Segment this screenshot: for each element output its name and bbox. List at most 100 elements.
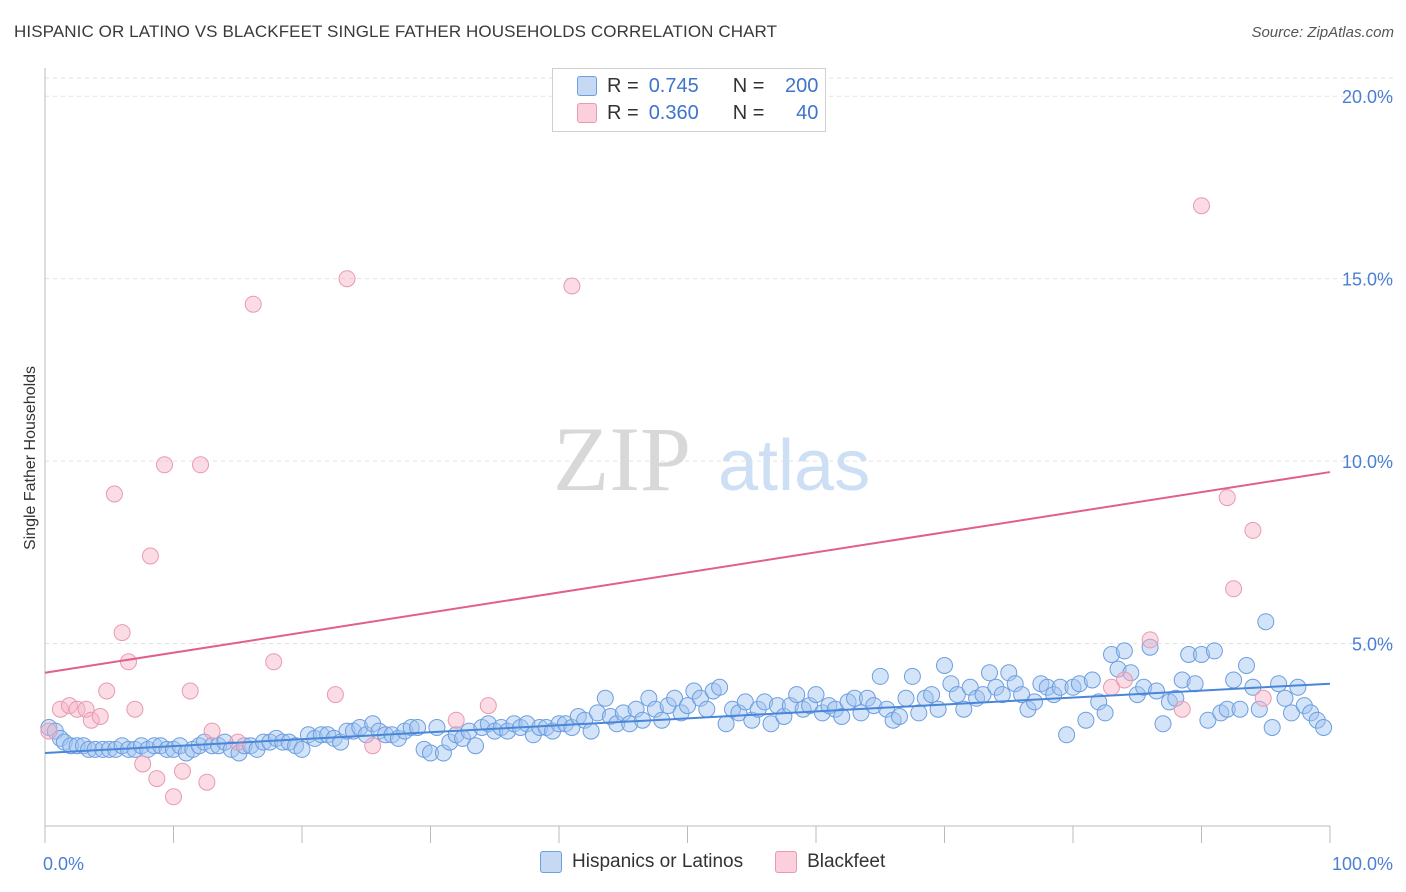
point-hispanic	[801, 697, 819, 715]
point-blackfeet	[479, 697, 497, 715]
point-hispanic	[203, 737, 221, 755]
point-hispanic	[672, 704, 690, 722]
point-hispanic	[582, 722, 600, 740]
point-hispanic	[544, 722, 562, 740]
point-hispanic	[762, 715, 780, 733]
point-hispanic	[685, 682, 703, 700]
point-hispanic	[601, 708, 619, 725]
point-hispanic	[1051, 678, 1069, 696]
point-hispanic	[1115, 642, 1133, 660]
point-blackfeet	[1218, 489, 1236, 507]
point-hispanic	[1257, 613, 1275, 631]
trend-lines	[44, 471, 1331, 755]
point-hispanic	[910, 704, 928, 722]
y-axis-title: Single Father Households	[22, 366, 39, 550]
point-hispanic	[479, 715, 497, 733]
point-hispanic	[62, 737, 80, 755]
point-blackfeet	[198, 773, 216, 791]
point-hispanic	[434, 744, 452, 762]
point-blackfeet	[165, 788, 182, 806]
watermark: ZIP atlas	[553, 408, 870, 510]
series-legend-hispanic: Hispanics or Latinos	[540, 851, 743, 873]
point-hispanic	[1006, 675, 1024, 693]
point-hispanic	[1019, 700, 1037, 718]
legend-r-label: R =	[607, 101, 639, 124]
point-blackfeet	[105, 485, 123, 503]
point-hispanic	[1238, 657, 1255, 674]
point-blackfeet	[447, 711, 465, 729]
point-hispanic	[1205, 642, 1223, 660]
point-hispanic	[1096, 704, 1114, 722]
y-tick-label: 15.0%	[1342, 270, 1393, 290]
point-hispanic	[646, 700, 664, 718]
point-hispanic	[1109, 660, 1127, 678]
point-hispanic	[1013, 686, 1031, 704]
point-hispanic	[993, 686, 1011, 704]
point-hispanic	[846, 689, 863, 707]
x-tick-label-min: 0.0%	[43, 854, 84, 874]
point-hispanic	[1270, 675, 1288, 693]
legend-row-blackfeet: R = 0.360 N = 40	[577, 100, 818, 126]
legend-n-label: N =	[732, 101, 765, 124]
legend-n-value-hispanic: 200	[785, 74, 819, 97]
trend-line-blackfeet	[44, 471, 1331, 674]
point-hispanic	[1141, 638, 1159, 656]
point-hispanic	[878, 700, 896, 718]
point-hispanic	[1186, 675, 1204, 693]
point-hispanic	[1180, 646, 1198, 663]
point-hispanic	[981, 664, 998, 682]
data-points	[40, 197, 1333, 806]
correlation-legend: R = 0.745 N = 200 R = 0.360 N = 40	[552, 68, 826, 132]
point-hispanic	[1122, 664, 1140, 682]
point-blackfeet	[77, 700, 95, 718]
point-hispanic	[1283, 704, 1300, 722]
point-hispanic	[1231, 700, 1249, 718]
point-hispanic	[736, 693, 754, 711]
point-hispanic	[1308, 711, 1326, 729]
point-hispanic	[666, 689, 684, 707]
legend-r-value-blackfeet: 0.360	[648, 101, 699, 124]
series-label-hispanic: Hispanics or Latinos	[572, 851, 744, 872]
point-hispanic	[1225, 671, 1243, 689]
point-hispanic	[833, 708, 851, 725]
legend-swatch-hispanic	[577, 76, 597, 96]
point-blackfeet	[265, 653, 283, 671]
point-blackfeet	[192, 456, 209, 474]
axes	[44, 68, 1331, 843]
point-hispanic	[293, 740, 311, 758]
point-hispanic	[467, 737, 484, 755]
point-hispanic	[659, 697, 677, 715]
point-hispanic	[698, 700, 716, 718]
point-blackfeet	[148, 770, 166, 788]
point-hispanic	[711, 678, 729, 696]
axis-labels: 5.0% 10.0% 15.0% 20.0% 0.0% 100.0% Single Fath…	[22, 87, 1393, 874]
point-hispanic	[1000, 664, 1018, 682]
point-hispanic	[1173, 671, 1191, 689]
y-tick-label: 20.0%	[1342, 87, 1393, 107]
point-blackfeet	[156, 456, 173, 474]
point-hispanic	[1090, 693, 1108, 711]
series-label-blackfeet: Blackfeet	[807, 851, 886, 872]
point-hispanic	[807, 686, 825, 704]
point-hispanic	[691, 689, 709, 707]
point-blackfeet	[1141, 631, 1159, 649]
series-legend-blackfeet: Blackfeet	[775, 851, 885, 873]
point-blackfeet	[68, 700, 86, 718]
point-hispanic	[1058, 726, 1076, 744]
point-hispanic	[1276, 689, 1294, 707]
point-hispanic	[1315, 719, 1333, 736]
point-hispanic	[897, 689, 915, 707]
legend-row-hispanic: R = 0.745 N = 200	[577, 73, 818, 99]
point-hispanic	[717, 715, 735, 733]
point-hispanic	[858, 689, 876, 707]
point-hispanic	[441, 733, 459, 751]
point-hispanic	[338, 722, 356, 740]
point-hispanic	[871, 667, 889, 685]
point-hispanic	[1263, 719, 1281, 736]
point-blackfeet	[244, 295, 262, 313]
point-hispanic	[550, 715, 568, 733]
gridlines	[45, 77, 1394, 645]
point-blackfeet	[126, 700, 144, 718]
point-hispanic	[1038, 678, 1056, 696]
trend-line-hispanic	[44, 682, 1331, 755]
